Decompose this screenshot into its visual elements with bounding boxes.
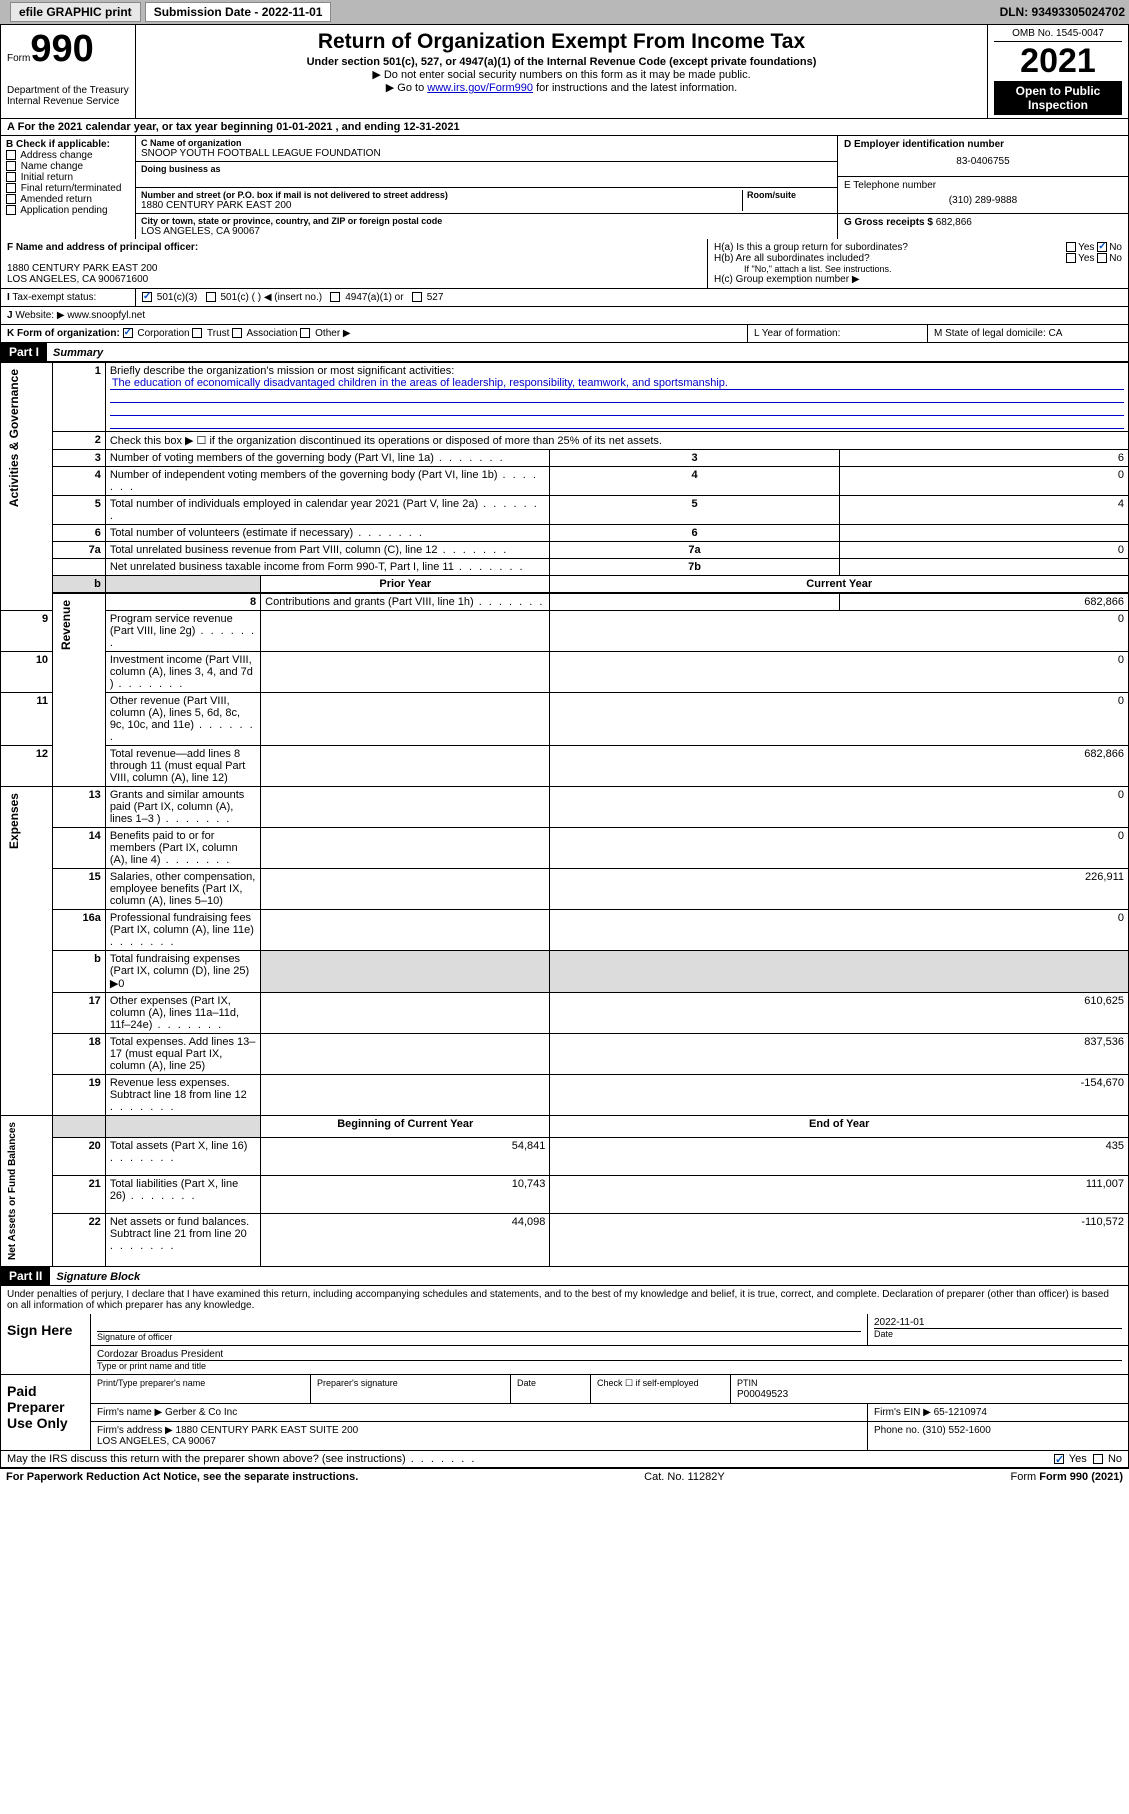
checkbox-final-return[interactable] bbox=[6, 183, 16, 193]
ptin: P00049523 bbox=[737, 1389, 788, 1400]
dept-label: Department of the Treasury Internal Reve… bbox=[7, 85, 129, 107]
org-address: 1880 CENTURY PARK EAST 200 bbox=[141, 200, 742, 211]
checkbox-527[interactable] bbox=[412, 292, 422, 302]
firm-name: Gerber & Co Inc bbox=[165, 1407, 237, 1418]
col-b: B Check if applicable: Address change Na… bbox=[1, 136, 136, 239]
checkbox-assoc[interactable] bbox=[232, 328, 242, 338]
row-f: F Name and address of principal officer:… bbox=[0, 239, 1129, 289]
vlabel-governance: Activities & Governance bbox=[5, 365, 23, 511]
checkbox-4947[interactable] bbox=[330, 292, 340, 302]
submission-date: Submission Date - 2022-11-01 bbox=[145, 2, 332, 22]
part2-header: Part IISignature Block bbox=[0, 1267, 1129, 1286]
discuss-row: May the IRS discuss this return with the… bbox=[0, 1451, 1129, 1468]
vlabel-revenue: Revenue bbox=[57, 596, 75, 654]
checkbox-trust[interactable] bbox=[192, 328, 202, 338]
footer: For Paperwork Reduction Act Notice, see … bbox=[0, 1468, 1129, 1485]
checkbox-discuss-no[interactable] bbox=[1093, 1454, 1103, 1464]
open-public: Open to Public Inspection bbox=[994, 81, 1122, 115]
checkbox-name-change[interactable] bbox=[6, 161, 16, 171]
vlabel-expenses: Expenses bbox=[5, 789, 23, 853]
section-bcde: B Check if applicable: Address change Na… bbox=[0, 136, 1129, 239]
part1-header: Part ISummary bbox=[0, 343, 1129, 362]
efile-label[interactable]: efile GRAPHIC print bbox=[10, 2, 141, 22]
col-c: C Name of organizationSNOOP YOUTH FOOTBA… bbox=[136, 136, 838, 239]
checkbox-app-pending[interactable] bbox=[6, 205, 16, 215]
checkbox-discuss-yes[interactable] bbox=[1054, 1454, 1064, 1464]
checkbox-501c3[interactable] bbox=[142, 292, 152, 302]
gross-receipts: 682,866 bbox=[936, 217, 972, 228]
omb-number: OMB No. 1545-0047 bbox=[994, 28, 1122, 42]
tax-year: 2021 bbox=[994, 42, 1122, 81]
line-a: A For the 2021 calendar year, or tax yea… bbox=[0, 119, 1129, 136]
paid-preparer: Paid Preparer Use Only Print/Type prepar… bbox=[0, 1375, 1129, 1451]
checkbox-address-change[interactable] bbox=[6, 150, 16, 160]
firm-ein: 65-1210974 bbox=[934, 1407, 987, 1418]
checkbox-hb-no[interactable] bbox=[1097, 253, 1107, 263]
form-number: 990 bbox=[30, 28, 93, 70]
form-label: Form bbox=[7, 53, 30, 64]
row-j: J Website: ▶ www.snoopfyl.net bbox=[0, 307, 1129, 325]
form-header: Form990 Department of the Treasury Inter… bbox=[0, 24, 1129, 119]
checkbox-ha-yes[interactable] bbox=[1066, 242, 1076, 252]
phone: (310) 289-9888 bbox=[844, 191, 1122, 210]
officer-address: 1880 CENTURY PARK EAST 200 LOS ANGELES, … bbox=[7, 263, 701, 285]
firm-phone: (310) 552-1600 bbox=[922, 1425, 990, 1436]
irs-link[interactable]: www.irs.gov/Form990 bbox=[427, 82, 533, 94]
dln: DLN: 93493305024702 bbox=[1000, 5, 1125, 19]
state-domicile: M State of legal domicile: CA bbox=[928, 325, 1128, 342]
checkbox-amended[interactable] bbox=[6, 194, 16, 204]
ein: 83-0406755 bbox=[844, 150, 1122, 173]
col-de: D Employer identification number83-04067… bbox=[838, 136, 1128, 239]
perjury-statement: Under penalties of perjury, I declare th… bbox=[0, 1286, 1129, 1314]
vlabel-netassets: Net Assets or Fund Balances bbox=[5, 1118, 20, 1264]
checkbox-501c[interactable] bbox=[206, 292, 216, 302]
year-formation: L Year of formation: bbox=[748, 325, 928, 342]
summary-table: Activities & Governance 1 Briefly descri… bbox=[0, 362, 1129, 1267]
org-name: SNOOP YOUTH FOOTBALL LEAGUE FOUNDATION bbox=[141, 148, 832, 159]
form-title: Return of Organization Exempt From Incom… bbox=[142, 30, 981, 54]
checkbox-other[interactable] bbox=[300, 328, 310, 338]
row-k: K Form of organization: Corporation Trus… bbox=[0, 325, 1129, 343]
website: www.snoopfyl.net bbox=[67, 310, 145, 321]
mission-text: The education of economically disadvanta… bbox=[110, 377, 1124, 390]
form-subtitle: Under section 501(c), 527, or 4947(a)(1)… bbox=[142, 56, 981, 68]
note-ssn: ▶ Do not enter social security numbers o… bbox=[142, 68, 981, 81]
checkbox-ha-no[interactable] bbox=[1097, 242, 1107, 252]
sign-here: Sign Here Signature of officer2022-11-01… bbox=[0, 1314, 1129, 1375]
row-i: I Tax-exempt status: 501(c)(3) 501(c) ( … bbox=[0, 289, 1129, 307]
org-city: LOS ANGELES, CA 90067 bbox=[141, 226, 832, 237]
checkbox-initial-return[interactable] bbox=[6, 172, 16, 182]
topbar: efile GRAPHIC print Submission Date - 20… bbox=[0, 0, 1129, 24]
checkbox-corp[interactable] bbox=[123, 328, 133, 338]
officer-name: Cordozar Broadus President bbox=[97, 1349, 1122, 1360]
checkbox-hb-yes[interactable] bbox=[1066, 253, 1076, 263]
